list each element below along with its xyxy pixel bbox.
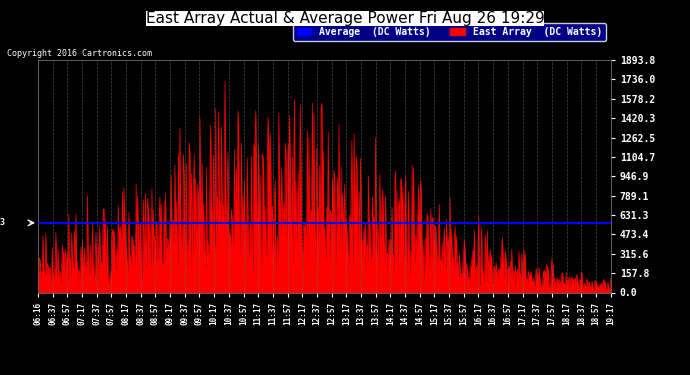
Text: East Array Actual & Average Power Fri Aug 26 19:29: East Array Actual & Average Power Fri Au…	[146, 11, 544, 26]
Text: Copyright 2016 Cartronics.com: Copyright 2016 Cartronics.com	[7, 49, 152, 58]
Text: 567.13: 567.13	[0, 218, 6, 227]
Legend: Average  (DC Watts), East Array  (DC Watts): Average (DC Watts), East Array (DC Watts…	[293, 23, 606, 41]
